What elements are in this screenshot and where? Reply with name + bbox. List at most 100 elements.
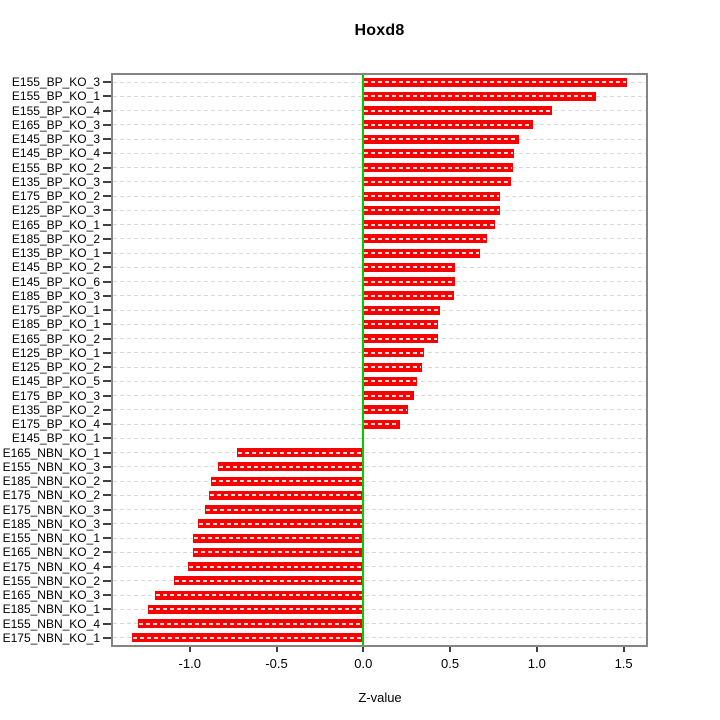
bar bbox=[363, 319, 438, 329]
grid-line bbox=[113, 580, 646, 582]
y-axis-tick bbox=[103, 608, 112, 611]
y-axis-tick bbox=[103, 309, 112, 312]
y-axis-label: E155_BP_KO_3 bbox=[11, 75, 100, 90]
bar bbox=[205, 505, 364, 515]
bar bbox=[217, 462, 364, 472]
y-axis-tick bbox=[103, 95, 112, 98]
bar bbox=[363, 376, 418, 386]
grid-line bbox=[113, 594, 646, 596]
y-axis-tick bbox=[103, 337, 112, 340]
y-axis-label: E165_BP_KO_2 bbox=[11, 331, 100, 346]
y-axis-tick bbox=[103, 380, 112, 383]
y-axis-label: E185_BP_KO_3 bbox=[11, 288, 100, 303]
x-axis-tick bbox=[362, 645, 365, 652]
bar bbox=[363, 277, 456, 287]
y-axis-label: E135_BP_KO_2 bbox=[11, 402, 100, 417]
grid-line bbox=[113, 466, 646, 468]
grid-line bbox=[113, 566, 646, 568]
y-axis-label: E165_BP_KO_3 bbox=[11, 117, 100, 132]
bar bbox=[363, 148, 515, 158]
y-axis-tick bbox=[103, 451, 112, 454]
bar bbox=[210, 476, 364, 486]
bar bbox=[132, 633, 364, 643]
x-axis-tick-label: 0.5 bbox=[441, 656, 460, 671]
bar bbox=[363, 163, 513, 173]
y-axis-tick bbox=[103, 423, 112, 426]
y-axis-label: E185_NBN_KO_3 bbox=[2, 516, 100, 531]
y-axis-tick bbox=[103, 537, 112, 540]
bar bbox=[363, 248, 480, 258]
y-axis-label: E135_BP_KO_3 bbox=[11, 174, 100, 189]
y-axis-label: E175_NBN_KO_4 bbox=[2, 559, 100, 574]
x-axis-tick-label: 1.5 bbox=[614, 656, 633, 671]
bar bbox=[363, 305, 440, 315]
y-axis-tick bbox=[103, 437, 112, 440]
y-axis-label: E175_BP_KO_2 bbox=[11, 189, 100, 204]
bar bbox=[155, 590, 364, 600]
y-axis-tick bbox=[103, 123, 112, 126]
y-axis-label: E175_BP_KO_3 bbox=[11, 388, 100, 403]
y-axis-tick bbox=[103, 465, 112, 468]
bar bbox=[363, 220, 496, 230]
y-axis-tick bbox=[103, 508, 112, 511]
y-axis-tick bbox=[103, 138, 112, 141]
bar bbox=[363, 334, 438, 344]
y-axis-label: E125_BP_KO_2 bbox=[11, 360, 100, 375]
bar bbox=[188, 562, 364, 572]
bar bbox=[363, 91, 596, 101]
y-axis-label: E155_NBN_KO_2 bbox=[2, 573, 100, 588]
y-axis-label: E175_NBN_KO_1 bbox=[2, 630, 100, 645]
y-axis-tick bbox=[103, 294, 112, 297]
y-axis-tick bbox=[103, 252, 112, 255]
y-axis-tick bbox=[103, 522, 112, 525]
y-axis-label: E175_BP_KO_4 bbox=[11, 417, 100, 432]
y-axis-tick bbox=[103, 109, 112, 112]
bar bbox=[363, 205, 501, 215]
bar bbox=[174, 576, 364, 586]
bar bbox=[363, 120, 534, 130]
bar bbox=[363, 134, 520, 144]
bar bbox=[363, 348, 425, 358]
y-axis-label: E145_BP_KO_2 bbox=[11, 260, 100, 275]
y-axis-label: E185_BP_KO_2 bbox=[11, 231, 100, 246]
y-axis-label: E185_NBN_KO_1 bbox=[2, 602, 100, 617]
y-axis-label: E155_BP_KO_1 bbox=[11, 89, 100, 104]
y-axis-tick bbox=[103, 266, 112, 269]
bar bbox=[363, 191, 501, 201]
y-axis-tick bbox=[103, 622, 112, 625]
chart-title: Hoxd8 bbox=[354, 22, 405, 39]
bar bbox=[363, 177, 511, 187]
y-axis-label: E165_NBN_KO_1 bbox=[2, 445, 100, 460]
grid-line bbox=[113, 551, 646, 553]
y-axis-tick bbox=[103, 209, 112, 212]
grid-line bbox=[113, 537, 646, 539]
y-axis-tick bbox=[103, 237, 112, 240]
y-axis-label: E165_BP_KO_1 bbox=[11, 217, 100, 232]
y-axis-tick bbox=[103, 152, 112, 155]
bar bbox=[193, 547, 364, 557]
y-axis-label: E155_NBN_KO_4 bbox=[2, 616, 100, 631]
grid-line bbox=[113, 509, 646, 511]
y-axis-tick bbox=[103, 280, 112, 283]
y-axis-tick bbox=[103, 408, 112, 411]
y-axis-tick bbox=[103, 394, 112, 397]
bar bbox=[363, 419, 400, 429]
y-axis-label: E145_BP_KO_4 bbox=[11, 146, 100, 161]
y-axis-label: E165_NBN_KO_3 bbox=[2, 588, 100, 603]
y-axis-tick bbox=[103, 223, 112, 226]
zero-reference-line bbox=[362, 75, 365, 645]
bar bbox=[148, 604, 364, 614]
plot-area bbox=[113, 75, 646, 645]
x-axis-tick bbox=[622, 645, 625, 652]
y-axis-tick bbox=[103, 480, 112, 483]
y-axis-tick bbox=[103, 81, 112, 84]
y-axis-label: E125_BP_KO_3 bbox=[11, 203, 100, 218]
y-axis-tick bbox=[103, 565, 112, 568]
bar bbox=[137, 619, 364, 629]
y-axis-tick bbox=[103, 195, 112, 198]
bar bbox=[363, 405, 409, 415]
y-axis-label: E175_NBN_KO_3 bbox=[2, 502, 100, 517]
y-axis-label: E145_BP_KO_5 bbox=[11, 374, 100, 389]
grid-line bbox=[113, 637, 646, 639]
